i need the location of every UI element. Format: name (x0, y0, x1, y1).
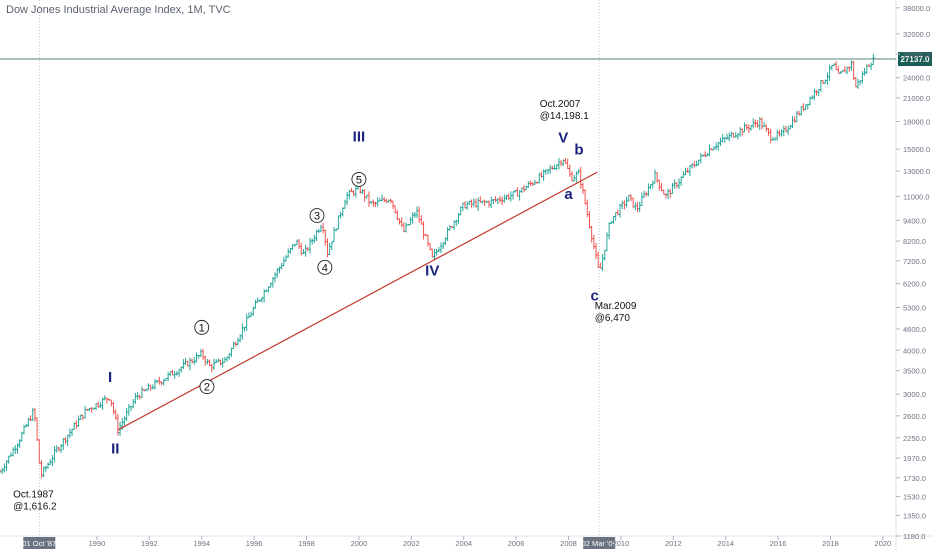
price-tick-label: 3500.0 (903, 367, 926, 376)
chart-title: Dow Jones Industrial Average Index, 1M, … (6, 4, 231, 16)
wave-label-b: b (574, 141, 583, 158)
trendline-layer (117, 171, 598, 431)
annotation-text: @6,470 (595, 313, 631, 324)
wave-label-1: 1 (199, 322, 205, 334)
wave-circle (199, 379, 215, 395)
price-tick-label: 1180.0 (903, 532, 925, 541)
time-tick-label: 2014 (717, 539, 734, 548)
date-marker-box (583, 537, 616, 549)
price-tick-label: 11000.0 (903, 192, 930, 201)
last-price-box (898, 52, 932, 67)
time-tick-label: 1994 (193, 539, 210, 548)
plot-background (0, 0, 896, 536)
wave-label-I: I (108, 369, 112, 386)
time-tick-label: 1990 (89, 539, 106, 548)
price-tick-label: 1350.0 (903, 512, 926, 521)
price-tick-label: 15000.0 (903, 145, 930, 154)
wave-label-2: 2 (204, 382, 210, 394)
time-tick-label: 2010 (613, 539, 630, 548)
time-tick-label: 2004 (455, 539, 472, 548)
annotation-text: Oct.1987 (13, 489, 54, 500)
date-marker-box (23, 537, 56, 549)
time-tick-label: 2006 (508, 539, 525, 548)
last-price-label: 27137.0 (901, 55, 930, 64)
wave-label-3: 3 (314, 211, 320, 223)
price-tick-label: 1970.0 (903, 454, 926, 463)
wave-circle (309, 208, 325, 223)
price-tick-label: 8200.0 (903, 237, 926, 246)
price-axis-background (896, 0, 932, 550)
time-tick-label: 1992 (141, 539, 158, 548)
annotation-text: Oct.2007 (540, 99, 581, 110)
price-tick-label: 38000.0 (903, 4, 930, 13)
price-tick-label: 9400.0 (903, 216, 926, 225)
trendline (117, 171, 598, 431)
last-price-layer: 27137.0 (0, 52, 932, 67)
price-axis-ticks: 1180.0 1350.0 1530.0 1730.0 1970.0 2250.0 2600… (896, 4, 930, 541)
wave-label-V: V (558, 129, 568, 146)
wave-label-5: 5 (356, 174, 362, 186)
price-tick-label: 2250.0 (903, 434, 926, 443)
annotation-text: @14,198.1 (540, 111, 590, 122)
price-bars (0, 53, 875, 479)
time-tick-label: 2018 (822, 539, 839, 548)
time-tick-label: 2008 (560, 539, 577, 548)
price-tick-label: 32000.0 (903, 30, 930, 39)
wave-label-c: c (591, 287, 599, 304)
time-tick-label: 1996 (246, 539, 263, 548)
price-tick-label: 28000.0 (903, 50, 930, 59)
annotation-text: @1,616.2 (13, 501, 57, 512)
time-axis-ticks: 1990 1992 1994 1996 1998 2000 2002 2004 2006 2008… (89, 536, 892, 548)
wave-circle (351, 171, 367, 187)
time-tick-label: 2020 (875, 539, 892, 548)
price-tick-label: 21000.0 (903, 94, 930, 103)
vertical-markers: 01 Oct '87 02 Mar '09 (22, 0, 617, 549)
price-tick-label: 18000.0 (903, 117, 930, 126)
wave-label-4: 4 (322, 262, 328, 274)
wave-label-II: II (111, 440, 119, 457)
price-tick-label: 7200.0 (903, 257, 926, 266)
date-marker-label: 01 Oct '87 (22, 539, 56, 548)
price-tick-label: 5300.0 (903, 303, 926, 312)
time-tick-label: 2000 (351, 539, 368, 548)
price-tick-label: 3000.0 (903, 390, 926, 399)
date-marker-label: 02 Mar '09 (582, 539, 617, 548)
price-tick-label: 2600.0 (903, 412, 926, 421)
price-tick-label: 4000.0 (903, 346, 926, 355)
wave-circle (194, 319, 210, 335)
wave-circle (317, 259, 333, 275)
wave-label-IV: IV (425, 262, 439, 279)
annotation-text: Mar.2009 (595, 301, 637, 312)
wave-label-III: III (353, 128, 366, 145)
price-tick-label: 24000.0 (903, 74, 930, 83)
price-tick-label: 13000.0 (903, 167, 930, 176)
time-tick-label: 2012 (665, 539, 682, 548)
time-tick-label: 1998 (298, 539, 315, 548)
time-tick-label: 2002 (403, 539, 420, 548)
price-tick-label: 1530.0 (903, 492, 926, 501)
price-tick-label: 1730.0 (903, 474, 926, 483)
wave-label-a: a (564, 186, 573, 203)
price-tick-label: 4600.0 (903, 325, 926, 334)
annotations: Oct.2007@14,198.1 Mar.2009@6,470 Oct.1987@… (13, 99, 637, 513)
price-tick-label: 6200.0 (903, 280, 926, 289)
time-tick-label: 2016 (770, 539, 787, 548)
